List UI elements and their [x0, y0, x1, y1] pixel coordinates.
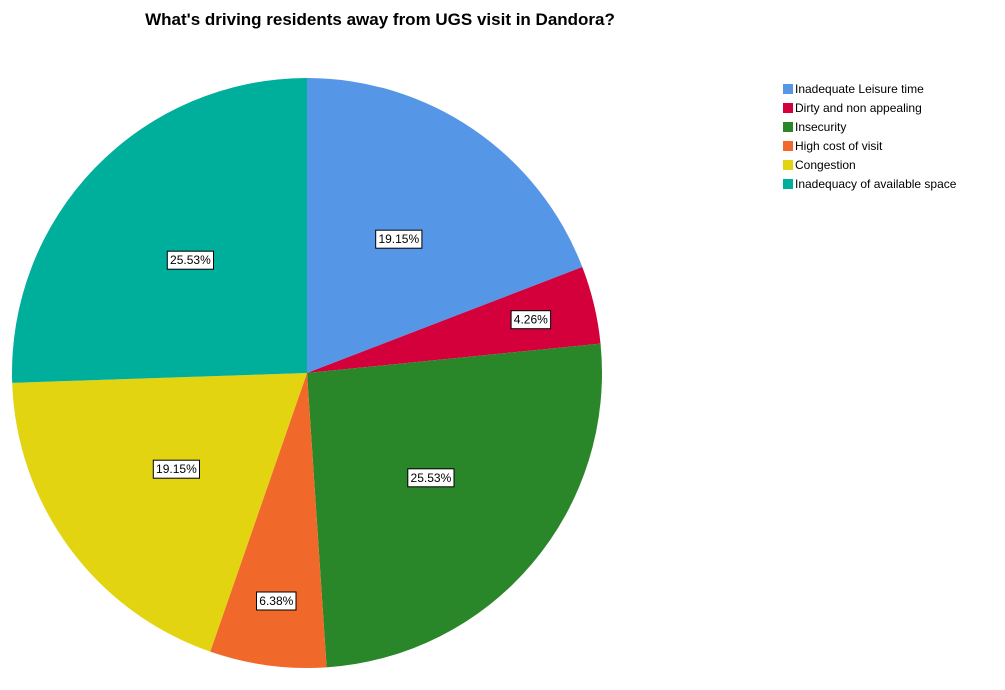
- slice-label-3: 25.53%: [407, 468, 455, 488]
- slice-label-5: 19.15%: [152, 459, 201, 479]
- slice-label-text: 6.38%: [259, 594, 293, 608]
- slice-label-4: 6.38%: [256, 591, 297, 611]
- legend-label: Dirty and non appealing: [795, 100, 922, 115]
- pie-chart: 19.15% 4.26% 25.53% 6.38% 19.15% 25.53%: [11, 78, 603, 669]
- slice-label-box: [375, 229, 423, 249]
- legend-swatch: [783, 178, 793, 189]
- slice-label-text: 25.53%: [411, 471, 452, 485]
- slice-label-box: [152, 459, 201, 479]
- slice-label-2: 4.26%: [510, 310, 552, 330]
- legend: Inadequate Leisure time Dirty and non app…: [783, 79, 956, 193]
- pie-slice-6: [11, 78, 307, 383]
- legend-swatch: [783, 102, 793, 113]
- pie-slice-4: [210, 373, 327, 669]
- slice-label-box: [407, 468, 455, 488]
- slice-label-text: 19.15%: [378, 232, 419, 246]
- slice-label-text: 19.15%: [156, 462, 197, 476]
- slice-label-text: 4.26%: [514, 313, 548, 327]
- pie-slice-5: [12, 373, 307, 652]
- legend-label: High cost of visit: [795, 138, 883, 153]
- pie-slice-3: [307, 343, 603, 668]
- slice-label-box: [166, 250, 215, 270]
- legend-swatch: [783, 140, 793, 151]
- legend-item-6: Inadequacy of available space: [783, 174, 956, 193]
- legend-swatch: [783, 121, 793, 132]
- chart-title: What's driving residents away from UGS v…: [145, 10, 615, 29]
- slice-label-6: 25.53%: [166, 250, 215, 270]
- pie-slice-2: [307, 266, 601, 373]
- slice-label-box: [256, 591, 297, 611]
- legend-label: Congestion: [795, 157, 856, 172]
- legend-item-5: Congestion: [783, 155, 956, 174]
- legend-label: Insecurity: [795, 119, 847, 134]
- legend-item-4: High cost of visit: [783, 136, 956, 155]
- legend-swatch: [783, 159, 793, 170]
- legend-label: Inadequacy of available space: [795, 176, 957, 191]
- pie-slice-1: [307, 78, 583, 373]
- legend-label: Inadequate Leisure time: [795, 81, 924, 96]
- legend-item-3: Insecurity: [783, 117, 956, 136]
- slice-label-text: 25.53%: [170, 253, 211, 267]
- legend-item-2: Dirty and non appealing: [783, 98, 956, 117]
- legend-swatch: [783, 83, 793, 94]
- slice-label-box: [510, 310, 552, 330]
- legend-item-1: Inadequate Leisure time: [783, 79, 956, 98]
- slice-label-1: 19.15%: [375, 229, 423, 249]
